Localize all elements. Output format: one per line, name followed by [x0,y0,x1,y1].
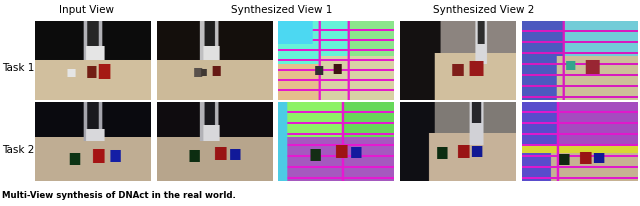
Text: Synthesized View 1: Synthesized View 1 [231,5,332,15]
Text: Synthesized View 2: Synthesized View 2 [433,5,534,15]
Text: Task 1: Task 1 [2,63,35,73]
Text: Multi-View synthesis of DNAct in the real world.: Multi-View synthesis of DNAct in the rea… [2,191,236,200]
Text: Input View: Input View [59,5,114,15]
Text: Task 2: Task 2 [2,145,35,155]
